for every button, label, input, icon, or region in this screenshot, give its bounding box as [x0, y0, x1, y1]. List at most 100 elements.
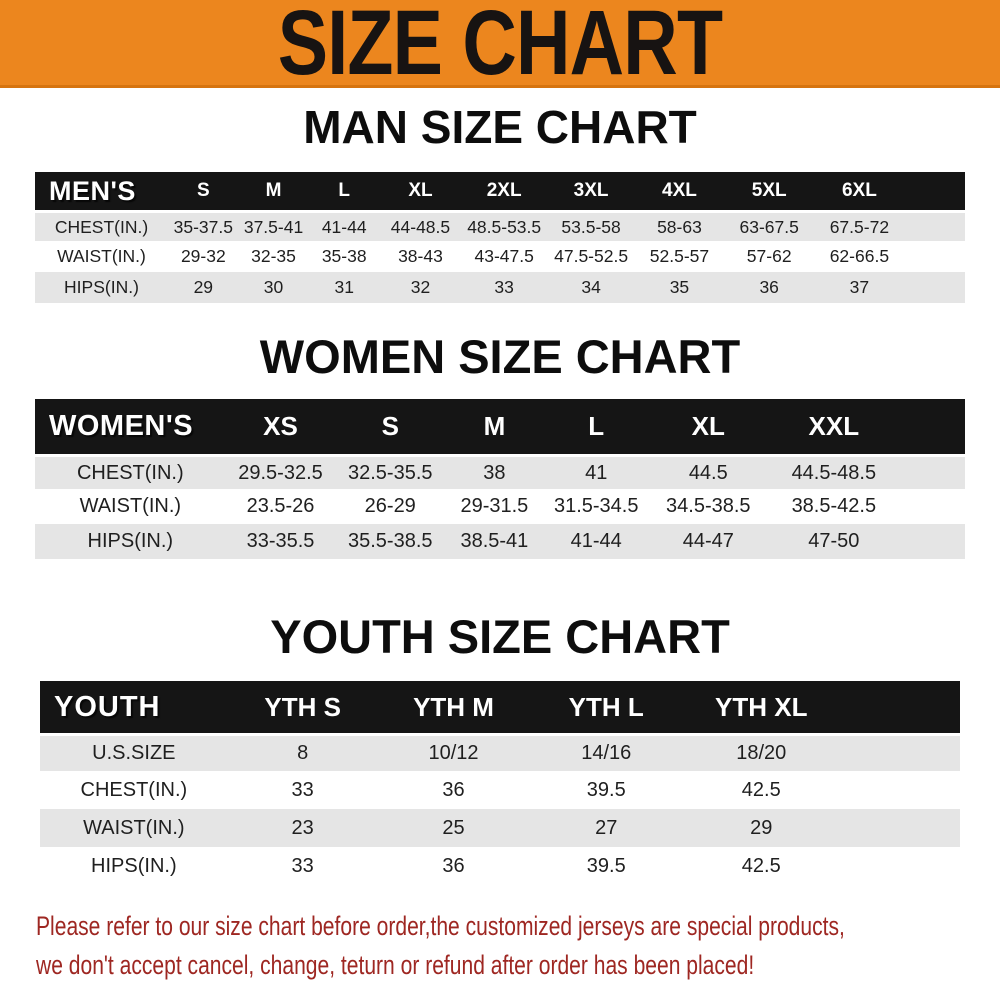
size-value-cell: 63-67.5 — [724, 210, 815, 241]
row-spacer — [904, 210, 965, 241]
column-header: YTH L — [529, 681, 684, 733]
disclaimer-line-1: Please refer to our size chart before or… — [36, 911, 845, 941]
size-value-cell: 29 — [683, 809, 840, 847]
size-value-cell: 29.5-32.5 — [225, 454, 336, 489]
size-value-cell: 29 — [167, 272, 239, 303]
size-value-cell: 8 — [227, 733, 378, 771]
size-value-cell: 39.5 — [529, 771, 684, 809]
table-row: HIPS(IN.) 33-35.5 35.5-38.5 38.5-41 41-4… — [35, 524, 965, 559]
women-size-chart-heading: WOMEN SIZE CHART — [259, 330, 741, 383]
size-value-cell: 36 — [377, 847, 530, 885]
size-value-cell: 34.5-38.5 — [648, 489, 768, 524]
row-spacer — [839, 847, 960, 885]
size-value-cell: 48.5-53.5 — [460, 210, 548, 241]
size-value-cell: 33-35.5 — [225, 524, 336, 559]
size-value-cell: 25 — [377, 809, 530, 847]
column-header: XXL — [767, 399, 900, 454]
row-label: WAIST(IN.) — [35, 489, 226, 524]
column-header: S — [335, 399, 446, 454]
size-value-cell: 27 — [529, 809, 684, 847]
size-value-cell: 42.5 — [683, 847, 840, 885]
table-row: CHEST(IN.) 33 36 39.5 42.5 — [40, 771, 960, 809]
row-label: HIPS(IN.) — [35, 524, 226, 559]
row-spacer — [839, 809, 960, 847]
table-row: HIPS(IN.) 33 36 39.5 42.5 — [40, 847, 960, 885]
table-row: CHEST(IN.) 35-37.5 37.5-41 41-44 44-48.5… — [35, 210, 965, 241]
size-value-cell: 44-48.5 — [380, 210, 461, 241]
column-header: S — [167, 172, 239, 210]
size-value-cell: 36 — [377, 771, 530, 809]
column-header: 4XL — [634, 172, 725, 210]
column-header: 3XL — [547, 172, 635, 210]
size-value-cell: 47-50 — [767, 524, 900, 559]
column-header: YTH M — [377, 681, 530, 733]
size-value-cell: 38-43 — [380, 241, 461, 272]
size-value-cell: 44-47 — [648, 524, 768, 559]
size-value-cell: 33 — [460, 272, 548, 303]
size-value-cell: 30 — [238, 272, 309, 303]
size-value-cell: 41 — [543, 454, 649, 489]
row-spacer — [904, 241, 965, 272]
row-spacer — [899, 454, 965, 489]
size-value-cell: 35 — [634, 272, 725, 303]
size-value-cell: 37 — [814, 272, 905, 303]
size-value-cell: 10/12 — [377, 733, 530, 771]
size-value-cell: 35-38 — [308, 241, 381, 272]
size-value-cell: 14/16 — [529, 733, 684, 771]
size-value-cell: 33 — [227, 847, 378, 885]
size-value-cell: 23 — [227, 809, 378, 847]
youth-group-label: YOUTH — [40, 681, 228, 733]
size-value-cell: 67.5-72 — [814, 210, 905, 241]
row-label: U.S.SIZE — [40, 733, 228, 771]
row-label: HIPS(IN.) — [35, 272, 168, 303]
youth-size-table: YOUTH YTH S YTH M YTH L YTH XL U.S.SIZE … — [40, 681, 960, 885]
header-spacer — [904, 172, 965, 210]
size-value-cell: 23.5-26 — [225, 489, 336, 524]
column-header: L — [308, 172, 381, 210]
column-header: XL — [380, 172, 461, 210]
size-value-cell: 41-44 — [308, 210, 381, 241]
row-label: WAIST(IN.) — [40, 809, 228, 847]
row-spacer — [839, 771, 960, 809]
size-value-cell: 62-66.5 — [814, 241, 905, 272]
womens-header-row: WOMEN'S XS S M L XL XXL — [35, 399, 965, 454]
table-row: WAIST(IN.) 23.5-26 26-29 29-31.5 31.5-34… — [35, 489, 965, 524]
banner-title: SIZE CHART — [277, 0, 723, 94]
size-chart-banner: SIZE CHART — [0, 0, 1000, 94]
size-value-cell: 38.5-42.5 — [767, 489, 900, 524]
size-value-cell: 39.5 — [529, 847, 684, 885]
table-row: WAIST(IN.) 29-32 32-35 35-38 38-43 43-47… — [35, 241, 965, 272]
mens-size-table: MEN'S S M L XL 2XL 3XL 4XL 5XL 6XL CHEST… — [35, 172, 965, 303]
size-value-cell: 44.5-48.5 — [767, 454, 900, 489]
column-header: 2XL — [460, 172, 548, 210]
table-row: CHEST(IN.) 29.5-32.5 32.5-35.5 38 41 44.… — [35, 454, 965, 489]
row-label: HIPS(IN.) — [40, 847, 228, 885]
size-value-cell: 18/20 — [683, 733, 840, 771]
size-value-cell: 52.5-57 — [634, 241, 725, 272]
column-header: YTH S — [227, 681, 378, 733]
size-value-cell: 32-35 — [238, 241, 309, 272]
mens-header-row: MEN'S S M L XL 2XL 3XL 4XL 5XL 6XL — [35, 172, 965, 210]
disclaimer-line-2: we don't accept cancel, change, teturn o… — [36, 950, 755, 980]
man-size-chart-heading: MAN SIZE CHART — [303, 101, 697, 153]
row-label: CHEST(IN.) — [35, 454, 226, 489]
size-value-cell: 58-63 — [634, 210, 725, 241]
size-value-cell: 53.5-58 — [547, 210, 635, 241]
womens-group-label: WOMEN'S — [35, 399, 226, 454]
column-header: M — [445, 399, 544, 454]
row-spacer — [839, 733, 960, 771]
womens-size-table: WOMEN'S XS S M L XL XXL CHEST(IN.) 29.5-… — [35, 399, 965, 559]
size-value-cell: 34 — [547, 272, 635, 303]
table-row: HIPS(IN.) 29 30 31 32 33 34 35 36 37 — [35, 272, 965, 303]
size-value-cell: 36 — [724, 272, 815, 303]
size-value-cell: 35-37.5 — [167, 210, 239, 241]
size-value-cell: 43-47.5 — [460, 241, 548, 272]
size-value-cell: 31.5-34.5 — [543, 489, 649, 524]
column-header: L — [543, 399, 649, 454]
header-spacer — [839, 681, 960, 733]
column-header: 5XL — [724, 172, 815, 210]
size-value-cell: 41-44 — [543, 524, 649, 559]
size-value-cell: 47.5-52.5 — [547, 241, 635, 272]
column-header: YTH XL — [683, 681, 840, 733]
row-spacer — [899, 489, 965, 524]
